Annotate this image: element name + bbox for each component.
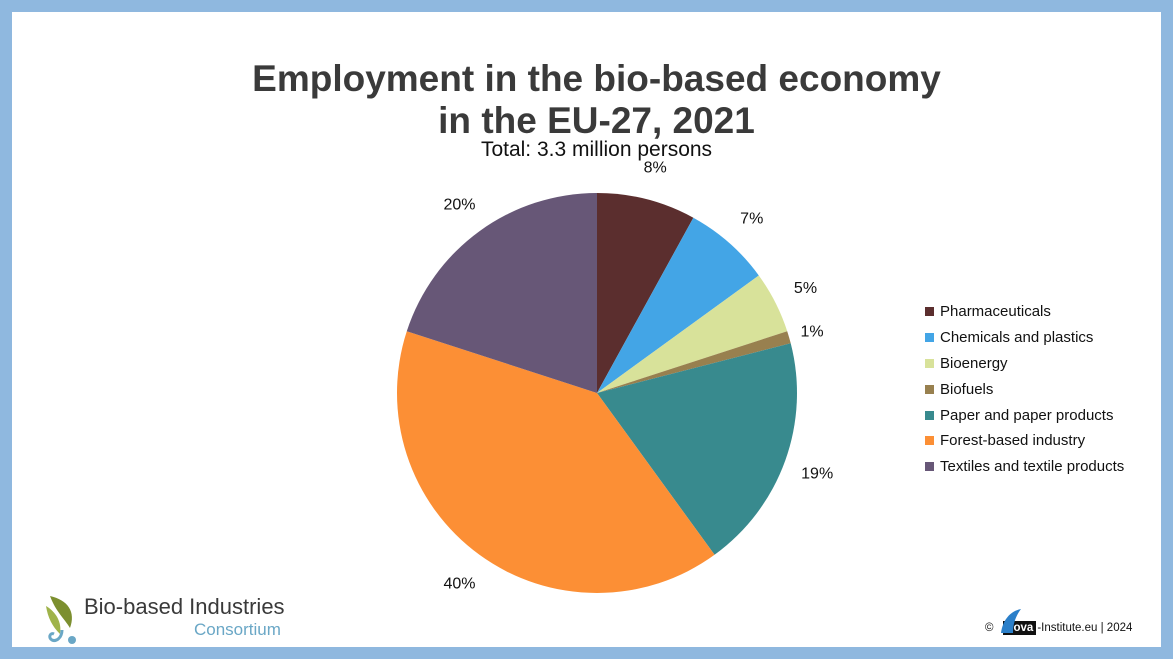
chart-legend: Pharmaceuticals Chemicals and plastics Bio…: [925, 299, 1124, 480]
nova-logo-icon: [1001, 609, 1021, 633]
copyright-notice: © nova -Institute.eu | 2024: [985, 609, 1133, 635]
bbi-sub: Consortium: [194, 620, 281, 639]
pie-slice-biofuels: [597, 331, 791, 393]
data-label: 7%: [740, 210, 763, 227]
legend-item: Textiles and textile products: [925, 454, 1124, 480]
chart-subtitle: Total: 3.3 million persons: [480, 138, 713, 161]
pie-slice-chemicals-and-plastics: [597, 217, 759, 393]
legend-swatch: [925, 333, 934, 343]
legend-swatch: [925, 384, 934, 394]
pie-slice-pharmaceuticals: [597, 193, 694, 393]
pie-slice-forest-based-industry: [396, 331, 715, 593]
data-label: 1%: [801, 324, 824, 341]
data-label: 20%: [443, 197, 475, 214]
legend-swatch: [925, 410, 934, 420]
legend-label: Textiles and textile products: [940, 458, 1125, 476]
legend-label: Pharmaceuticals: [940, 303, 1051, 321]
legend-label: Paper and paper products: [940, 406, 1114, 424]
legend-label: Chemicals and plastics: [940, 329, 1094, 347]
legend-item: Forest-based industry: [925, 428, 1124, 454]
bbi-logo: Bio-based Industries Consortium: [42, 594, 312, 646]
bbi-name: Bio-based Industries: [84, 594, 285, 619]
legend-item: Biofuels: [925, 376, 1124, 402]
data-label: 19%: [801, 465, 833, 482]
legend-item: Paper and paper products: [925, 402, 1124, 428]
legend-label: Forest-based industry: [940, 432, 1086, 450]
pie-slice-paper-and-paper-products: [597, 343, 797, 555]
legend-label: Biofuels: [940, 380, 994, 398]
pie-slice-textiles-and-textile-products: [406, 193, 597, 393]
leaf-icon: [46, 596, 76, 644]
pie-slice-bioenergy: [597, 275, 788, 393]
legend-label: Bioenergy: [940, 354, 1008, 372]
copyright-rest: -Institute.eu | 2024: [1037, 622, 1133, 634]
copyright-symbol: ©: [985, 622, 994, 634]
title-line-2: in the EU-27, 2021: [438, 100, 755, 141]
legend-swatch: [925, 436, 934, 446]
legend-swatch: [925, 358, 934, 368]
title-line-1: Employment in the bio-based economy: [252, 58, 941, 99]
chart-title: Employment in the bio-based economy in t…: [0, 58, 1173, 142]
legend-swatch: [925, 307, 934, 317]
legend-swatch: [925, 462, 934, 472]
legend-item: Pharmaceuticals: [925, 299, 1124, 325]
data-label: 5%: [794, 280, 817, 297]
legend-item: Bioenergy: [925, 351, 1124, 377]
data-label: 8%: [644, 159, 667, 176]
data-label: 40%: [443, 575, 475, 592]
legend-item: Chemicals and plastics: [925, 325, 1124, 351]
